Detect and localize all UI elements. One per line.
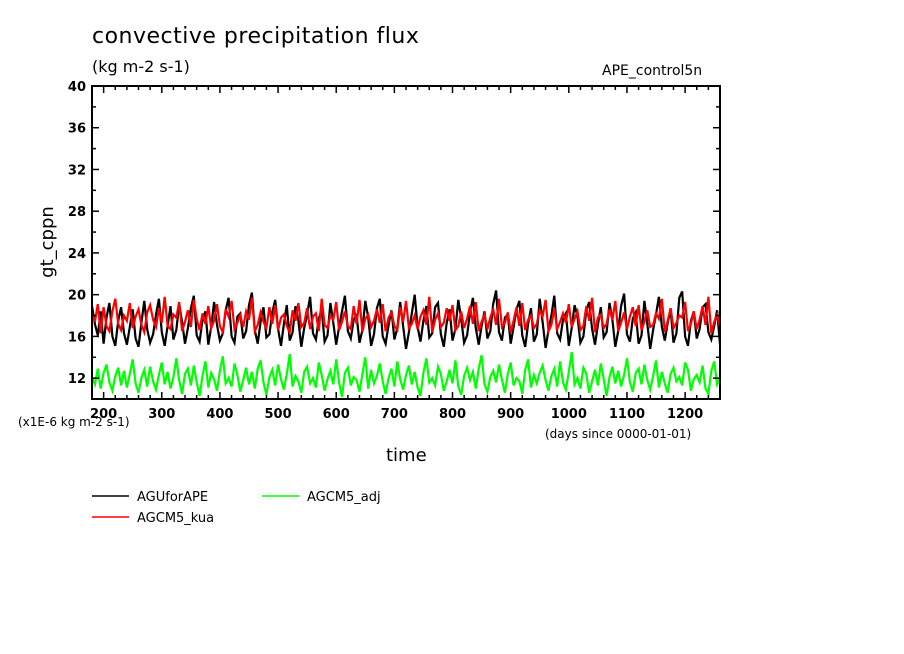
legend-label-AGCM5_adj: AGCM5_adj xyxy=(307,490,381,505)
x-tick-label: 800 xyxy=(439,407,466,422)
x-tick-label: 1100 xyxy=(609,407,645,422)
x-tick-label: 400 xyxy=(206,407,233,422)
chart-title: convective precipitation flux xyxy=(92,24,420,49)
y-tick-label: 12 xyxy=(68,372,86,387)
run-label: APE_control5n xyxy=(602,63,703,79)
x-tick-label: 300 xyxy=(148,407,175,422)
x-tick-label: 1200 xyxy=(667,407,703,422)
x-axis-label: time xyxy=(386,445,427,466)
series-layer xyxy=(90,290,722,398)
y-tick-label: 20 xyxy=(68,289,86,304)
y-tick-label: 36 xyxy=(68,122,86,137)
x-tick-label: 600 xyxy=(323,407,350,422)
y-tick-label: 24 xyxy=(68,247,86,262)
y-tick-label: 28 xyxy=(68,205,86,220)
y-tick-label: 32 xyxy=(68,163,86,178)
x-tick-label: 200 xyxy=(90,407,117,422)
x-tick-label: 700 xyxy=(381,407,408,422)
x-tick-label: 900 xyxy=(497,407,524,422)
y-tick-label: 40 xyxy=(68,80,86,95)
series-AGUforAPE xyxy=(90,290,722,350)
series-AGCM5_kua xyxy=(90,296,722,337)
y-scale-note: (x1E-6 kg m-2 s-1) xyxy=(18,415,130,429)
y-tick-label: 16 xyxy=(68,330,86,345)
legend-label-AGUforAPE: AGUforAPE xyxy=(137,490,208,505)
legend-label-AGCM5_kua: AGCM5_kua xyxy=(137,511,214,526)
x-units-note: (days since 0000-01-01) xyxy=(545,427,692,441)
axes-layer: 200 300 400 500 600 700 800 900 1000 1100 1200 12 16… xyxy=(68,80,721,422)
legend: AGUforAPE AGCM5_kua AGCM5_adj xyxy=(92,490,381,526)
plot-frame xyxy=(91,85,721,400)
x-tick-label: 1000 xyxy=(551,407,587,422)
x-tick-label: 500 xyxy=(265,407,292,422)
series-AGCM5_adj xyxy=(90,351,721,398)
chart-units: (kg m-2 s-1) xyxy=(92,57,190,76)
